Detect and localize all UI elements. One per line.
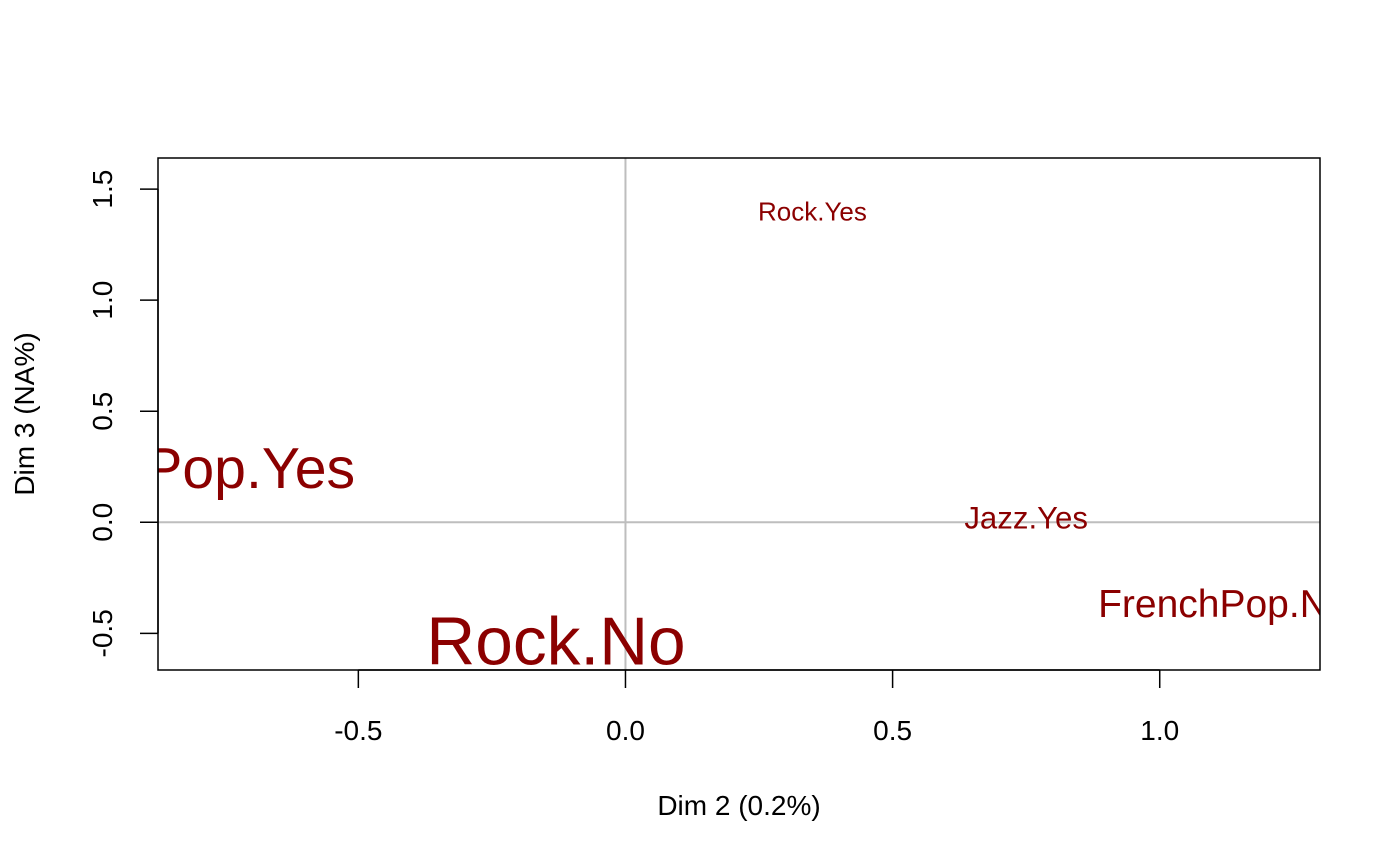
x-tick-label: 1.0: [1140, 715, 1179, 746]
y-axis: -0.5 0.0 0.5 1.0 1.5: [87, 170, 159, 657]
point-label-rock-yes: Rock.Yes: [758, 196, 867, 226]
point-label-frenchpop-no: FrenchPop.No: [1098, 583, 1349, 626]
x-tick-label: 0.5: [873, 715, 912, 746]
x-axis: -0.5 0.0 0.5 1.0: [334, 669, 1179, 746]
y-tick-label: 0.0: [87, 503, 118, 542]
y-axis-title: Dim 3 (NA%): [9, 332, 40, 495]
x-tick-label: -0.5: [334, 715, 382, 746]
x-tick-label: 0.0: [606, 715, 645, 746]
reference-lines: [158, 158, 1320, 670]
x-axis-title: Dim 2 (0.2%): [657, 790, 820, 821]
y-tick-label: 1.5: [87, 170, 118, 209]
point-label-jazz-yes: Jazz.Yes: [964, 500, 1088, 535]
y-tick-label: 0.5: [87, 392, 118, 431]
point-labels: Rock.Yes FrenchPop.Yes Jazz.Yes FrenchPop.N…: [0, 196, 1349, 680]
point-label-frenchpop-yes: FrenchPop.Yes: [0, 437, 355, 501]
y-tick-label: -0.5: [87, 609, 118, 657]
y-tick-label: 1.0: [87, 281, 118, 320]
point-label-rock-no: Rock.No: [426, 605, 685, 680]
